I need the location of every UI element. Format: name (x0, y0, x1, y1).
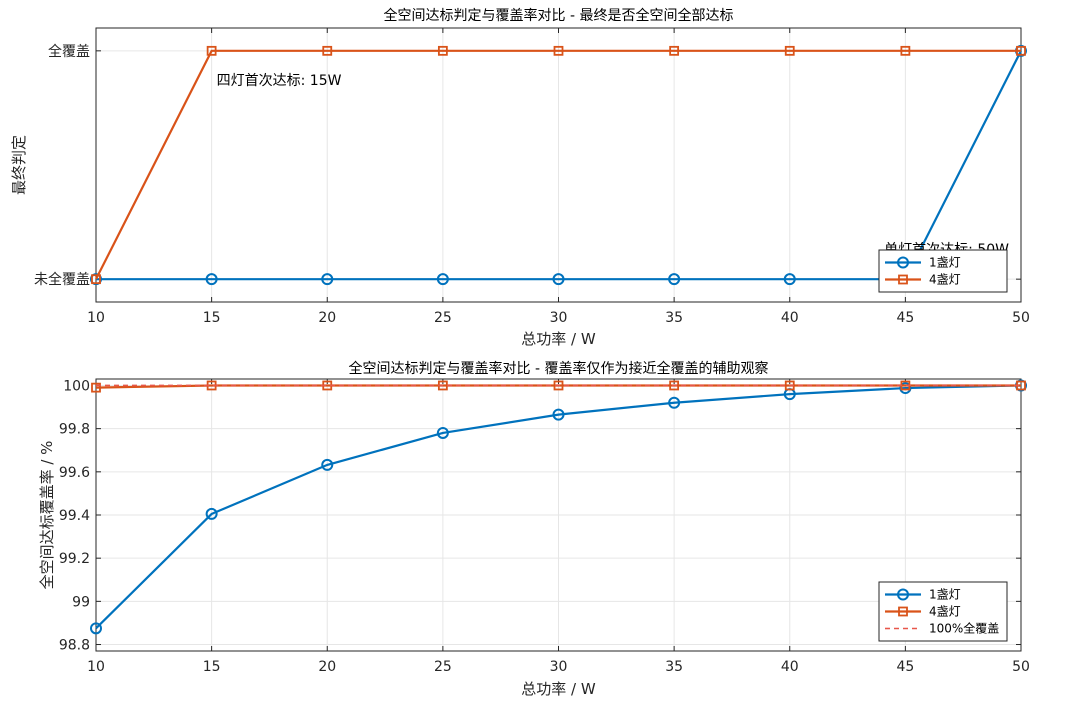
top-x-tick-label: 20 (318, 310, 336, 326)
bottom-legend-marker (898, 606, 908, 617)
bottom-x-tick-label: 45 (896, 659, 914, 675)
bottom-point-s1 (205, 507, 218, 520)
bottom-y-tick-label: 99.2 (59, 551, 90, 567)
top-point-s2 (900, 45, 911, 56)
bottom-series-line-1 (95, 384, 1022, 630)
bottom-legend-label: 100%全覆盖 (929, 621, 999, 636)
bottom-point-s2 (669, 380, 680, 391)
top-point-s2 (437, 45, 448, 56)
top-chart-title: 全空间达标判定与覆盖率对比 - 最终是否全空间全部达标 (384, 7, 734, 24)
top-legend-label: 1盏灯 (929, 255, 961, 270)
top-legend-marker (898, 274, 908, 285)
top-x-tick-label: 50 (1012, 310, 1030, 326)
top-y-tick-label: 未全覆盖 (34, 271, 90, 288)
bottom-y-axis-label: 全空间达标覆盖率 / % (38, 441, 56, 590)
top-series-line-1 (96, 50, 1022, 281)
top-point-s2 (669, 45, 680, 56)
bottom-point-s2 (553, 380, 564, 391)
bottom-y-tick-label: 99 (72, 594, 90, 610)
bottom-y-tick-label: 98.8 (59, 638, 90, 654)
top-point-s2 (553, 45, 564, 56)
top-point-s1 (90, 273, 102, 286)
bottom-chart-title: 全空间达标判定与覆盖率对比 - 覆盖率仅作为接近全覆盖的辅助观察 (349, 360, 769, 377)
top-point-s2 (206, 45, 217, 56)
bottom-x-tick-label: 40 (781, 659, 799, 675)
bottom-point-s2 (91, 382, 101, 393)
bottom-x-tick-label: 50 (1012, 659, 1030, 675)
top-point-s1 (783, 273, 796, 286)
top-x-tick-label: 30 (550, 310, 568, 326)
bottom-point-s1 (90, 622, 102, 635)
bottom-x-tick-label: 25 (434, 659, 452, 675)
bottom-point-s1 (552, 408, 565, 421)
bottom-x-tick-label: 20 (318, 659, 336, 675)
top-point-s2 (784, 45, 795, 56)
bottom-legend-marker (897, 588, 909, 601)
bottom-legend-label: 4盏灯 (929, 604, 961, 619)
bottom-y-tick-label: 99.4 (59, 508, 90, 524)
top-legend-marker (897, 256, 909, 269)
top-series-line-2 (95, 49, 1021, 280)
top-point-s2 (1016, 45, 1026, 56)
top-annotation: 四灯首次达标: 15W (217, 73, 342, 89)
top-point-s1 (668, 273, 681, 286)
top-point-s1 (436, 273, 449, 286)
bottom-point-s1 (436, 426, 449, 439)
top-point-s2 (91, 274, 101, 285)
top-x-tick-label: 45 (896, 310, 914, 326)
top-point-s1 (552, 273, 565, 286)
top-legend-box (878, 249, 1008, 293)
top-x-tick-label: 15 (203, 310, 221, 326)
top-point-s2 (322, 45, 333, 56)
bottom-legend-label: 1盏灯 (929, 587, 961, 602)
bottom-x-tick-label: 10 (87, 659, 105, 675)
top-y-tick-label: 全覆盖 (48, 43, 90, 60)
top-y-axis-label: 最终判定 (10, 135, 28, 195)
top-x-tick-label: 35 (665, 310, 683, 326)
top-x-axis-label: 总功率 / W (521, 330, 596, 348)
top-point-s1 (205, 273, 218, 286)
bottom-x-tick-label: 35 (665, 659, 683, 675)
bottom-point-s1 (668, 396, 681, 409)
bottom-x-axis-label: 总功率 / W (521, 680, 596, 698)
bottom-y-tick-label: 100 (63, 378, 90, 394)
top-x-tick-label: 10 (87, 310, 105, 326)
top-x-tick-label: 25 (434, 310, 452, 326)
top-legend-label: 4盏灯 (929, 272, 961, 287)
bottom-point-s1 (321, 458, 334, 471)
top-point-s1 (321, 273, 334, 286)
top-x-tick-label: 40 (781, 310, 799, 326)
bottom-x-tick-label: 15 (203, 659, 221, 675)
bottom-y-tick-label: 99.6 (59, 465, 90, 481)
bottom-x-tick-label: 30 (550, 659, 568, 675)
bottom-y-tick-label: 99.8 (59, 422, 90, 438)
bottom-point-s1 (899, 382, 912, 395)
